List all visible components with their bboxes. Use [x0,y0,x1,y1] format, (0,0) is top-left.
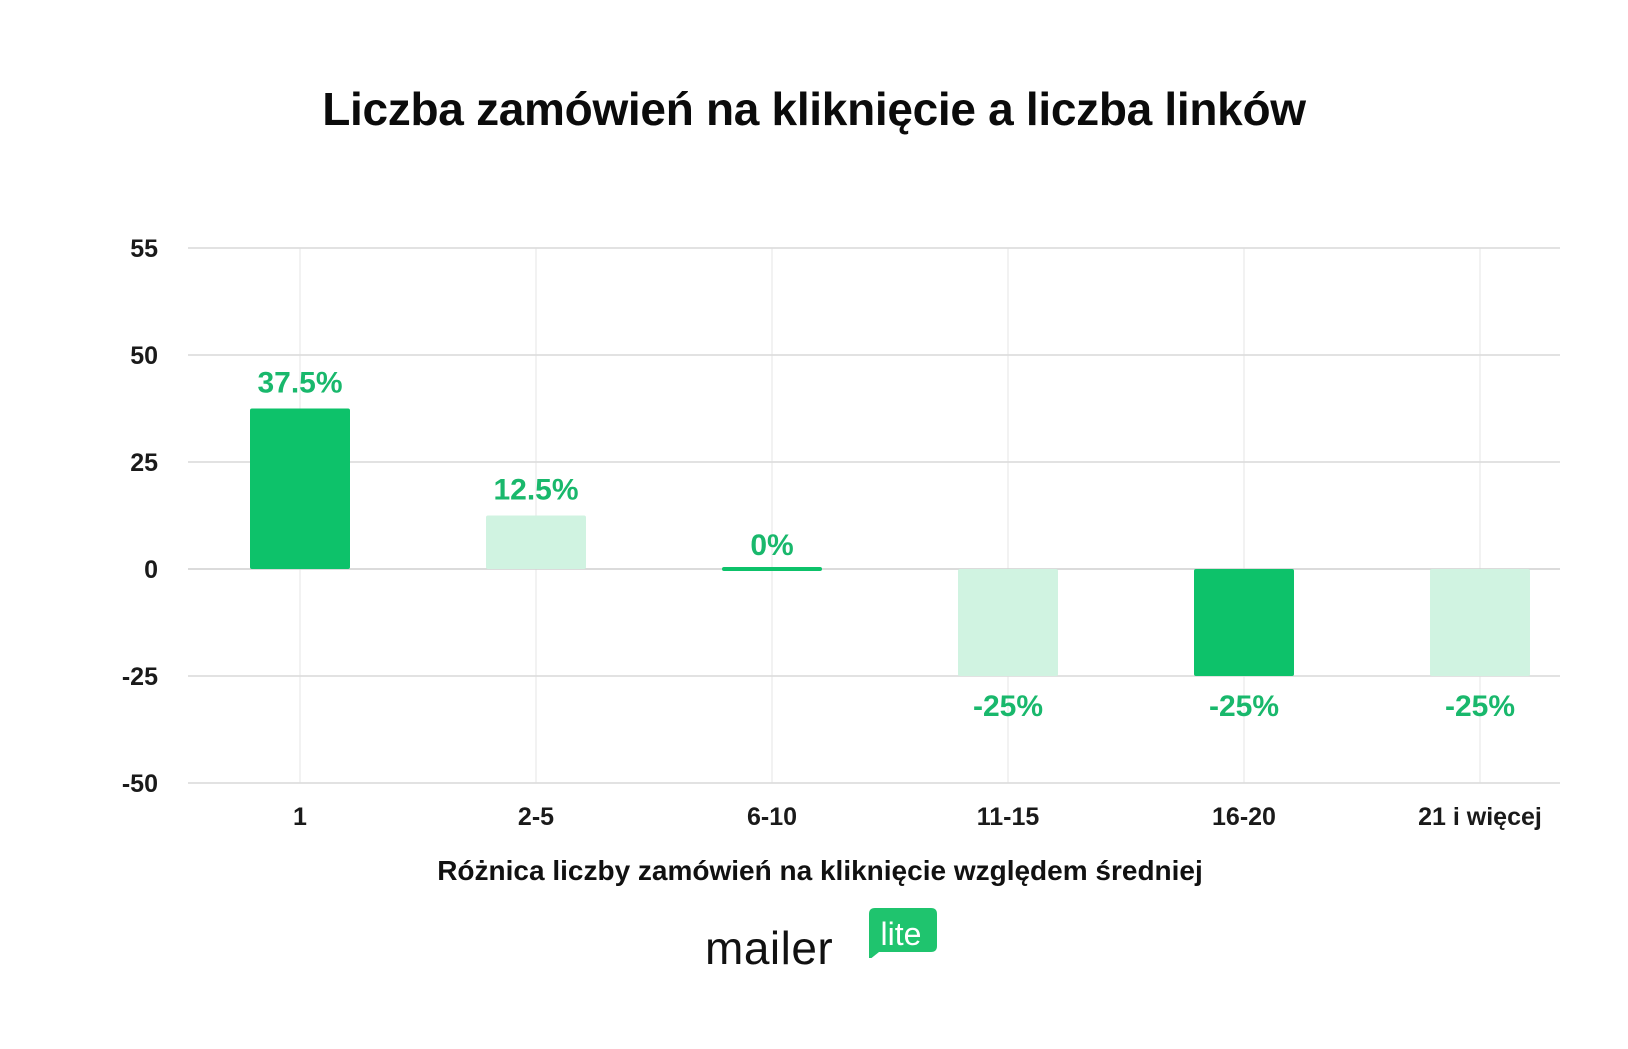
grid-lines [188,247,1560,784]
data-label: 37.5% [257,367,342,400]
logo-badge-icon [869,908,937,958]
data-labels: 37.5% 12.5% 0% -25% -25% -25% [257,367,1515,724]
data-label: -25% [973,690,1043,723]
mailerlite-logo: mailer lite [705,908,945,978]
x-axis-title: Różnica liczby zamówień na kliknięcie wz… [437,855,1203,886]
x-tick-label: 11-15 [977,803,1040,831]
logo-badge-text: lite [880,916,922,952]
bar-1 [250,408,350,569]
x-tick-label: 16-20 [1212,803,1276,831]
x-tick-label: 6-10 [747,803,797,831]
y-axis-tick-labels: 55 50 25 0 -25 -50 [122,235,158,798]
bar-16-20 [1194,569,1294,676]
x-tick-label: 2-5 [518,803,554,831]
chart-title: Liczba zamówień na kliknięcie a liczba l… [322,83,1306,135]
x-axis-tick-labels: 1 2-5 6-10 11-15 16-20 21 i więcej [293,803,1542,831]
y-tick-label: -25 [122,663,158,691]
bar-21 i więcej [1430,569,1530,676]
data-label: -25% [1445,690,1515,723]
y-tick-label: 50 [130,342,158,370]
data-label: 0% [750,529,793,562]
bar-6-10 [722,567,822,571]
logo-wordmark: mailer [705,922,834,974]
bars [250,408,1530,676]
bar-2-5 [486,515,586,569]
y-tick-label: 25 [130,449,158,477]
data-label: 12.5% [493,474,578,507]
bar-11-15 [958,569,1058,676]
y-tick-label: 0 [144,556,158,584]
y-tick-label: 55 [130,235,158,263]
x-tick-label: 1 [293,803,307,831]
data-label: -25% [1209,690,1279,723]
x-tick-label: 21 i więcej [1418,803,1542,831]
y-tick-label: -50 [122,770,158,798]
